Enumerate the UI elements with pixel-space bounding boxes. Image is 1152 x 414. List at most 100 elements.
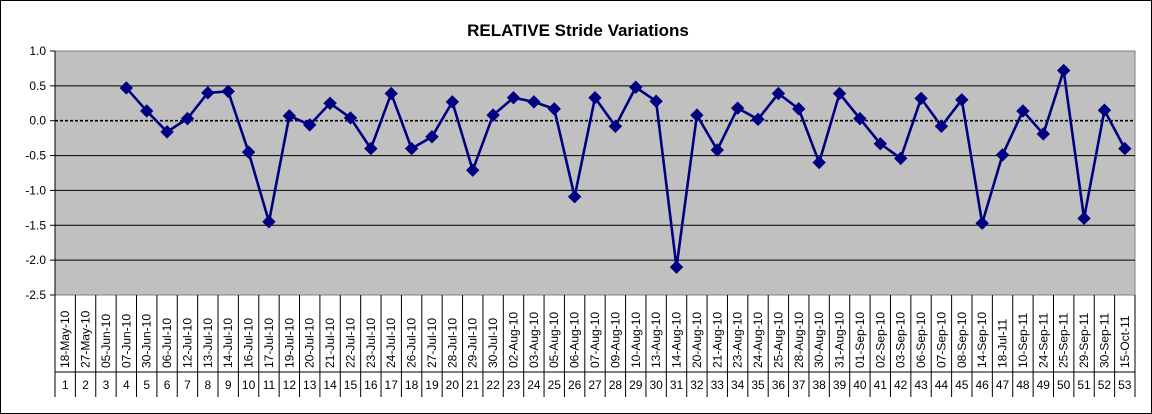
data-point (1056, 63, 1071, 78)
x-index-label: 14 (323, 378, 337, 392)
x-tick-label: 07-Aug-10 (588, 312, 602, 368)
x-tick-label: 14-Jul-10 (221, 318, 235, 368)
data-point (404, 141, 419, 156)
x-index-label: 27 (588, 378, 602, 392)
y-tick-label: 0.0 (29, 114, 46, 128)
x-tick-label: 05-Jun-10 (99, 314, 113, 368)
data-point (751, 112, 765, 127)
x-index-label: 9 (225, 378, 232, 392)
x-tick-label: 03-Aug-10 (527, 312, 541, 368)
x-tick-label: 31-Aug-10 (833, 312, 847, 368)
x-index-label: 52 (1098, 378, 1112, 392)
data-point (629, 80, 643, 94)
data-point (221, 84, 235, 99)
data-point (445, 95, 460, 109)
x-tick-label: 25-Aug-10 (771, 312, 785, 368)
x-index-label: 39 (833, 378, 847, 392)
x-tick-label: 13-Jul-10 (201, 318, 215, 368)
data-point (547, 102, 561, 116)
data-point (262, 215, 276, 229)
x-tick-label: 01-Sep-10 (853, 312, 867, 368)
data-point (1016, 104, 1030, 118)
x-tick-label: 07-Sep-10 (934, 312, 948, 368)
data-point (1077, 211, 1091, 226)
x-tick-label: 14-Aug-10 (670, 312, 684, 368)
x-index-label: 26 (568, 378, 582, 392)
x-index-label: 6 (164, 378, 171, 392)
x-index-label: 29 (629, 378, 643, 392)
data-point (180, 111, 195, 126)
x-tick-label: 27-Jul-10 (425, 318, 439, 368)
data-series (119, 63, 1132, 274)
x-axis: 18-May-10 1 27-May-10 2 05-Jun-10 3 07-Jun-10 4… (54, 295, 1136, 397)
y-tick-label: -2.5 (25, 288, 46, 302)
x-index-label: 35 (751, 378, 765, 392)
x-index-label: 46 (975, 378, 989, 392)
x-tick-label: 27-May-10 (79, 310, 93, 368)
data-point (119, 81, 134, 95)
x-index-label: 2 (82, 378, 89, 392)
data-point (241, 145, 256, 159)
data-point (873, 137, 887, 151)
x-tick-label: 09-Aug-10 (608, 312, 622, 368)
x-index-label: 19 (425, 378, 439, 392)
x-index-label: 5 (143, 378, 150, 392)
data-point (934, 119, 949, 133)
y-tick-label: 1.0 (29, 44, 46, 58)
x-index-label: 50 (1057, 378, 1071, 392)
x-index-label: 45 (955, 378, 969, 392)
data-point (771, 86, 786, 101)
data-point (282, 109, 297, 123)
x-index-label: 49 (1037, 378, 1051, 392)
x-index-label: 28 (609, 378, 623, 392)
x-tick-label: 06-Jul-10 (160, 318, 174, 368)
y-tick-label: -2.0 (25, 253, 46, 267)
x-tick-label: 20-Aug-10 (690, 312, 704, 368)
x-index-label: 33 (711, 378, 725, 392)
x-index-label: 20 (446, 378, 460, 392)
x-tick-label: 29-Sep-11 (1077, 313, 1091, 368)
x-tick-label: 28-Jul-10 (445, 318, 459, 368)
x-index-label: 13 (303, 378, 317, 392)
x-tick-label: 24-Jul-10 (384, 318, 398, 368)
data-point (364, 141, 378, 156)
data-point (792, 102, 806, 116)
data-point (1036, 127, 1051, 141)
data-point (343, 111, 358, 125)
data-point (853, 111, 867, 126)
x-index-label: 51 (1077, 378, 1091, 392)
x-tick-label: 29-Jul-10 (466, 318, 480, 368)
data-point (303, 118, 317, 132)
data-point (160, 125, 174, 139)
data-point (486, 108, 500, 122)
data-point (955, 93, 969, 107)
x-index-label: 11 (263, 378, 276, 392)
data-point (567, 189, 582, 204)
x-tick-label: 02-Sep-10 (873, 312, 887, 368)
data-point (1118, 141, 1132, 156)
data-point (649, 94, 663, 108)
x-index-label: 15 (344, 378, 358, 392)
x-index-label: 12 (283, 378, 297, 392)
data-point (975, 216, 989, 230)
x-tick-label: 18-Jul-11 (996, 319, 1010, 368)
x-index-label: 25 (548, 378, 562, 392)
x-tick-label: 06-Aug-10 (568, 312, 582, 368)
x-index-label: 42 (894, 378, 908, 392)
x-tick-label: 02-Aug-10 (506, 312, 520, 368)
x-tick-label: 07-Jun-10 (119, 314, 133, 368)
x-index-label: 8 (204, 378, 211, 392)
data-point (527, 95, 541, 109)
x-index-label: 23 (507, 378, 521, 392)
data-point (832, 86, 847, 101)
x-tick-label: 22-Jul-10 (343, 318, 357, 368)
x-index-label: 31 (670, 378, 684, 392)
x-index-label: 36 (772, 378, 786, 392)
x-tick-label: 14-Sep-10 (975, 312, 989, 368)
x-tick-label: 25-Sep-11 (1057, 313, 1071, 368)
y-tick-label: 0.5 (29, 79, 46, 93)
x-tick-label: 15-Oct-11 (1118, 315, 1132, 368)
x-tick-label: 19-Jul-10 (282, 318, 296, 368)
x-index-label: 37 (792, 378, 806, 392)
